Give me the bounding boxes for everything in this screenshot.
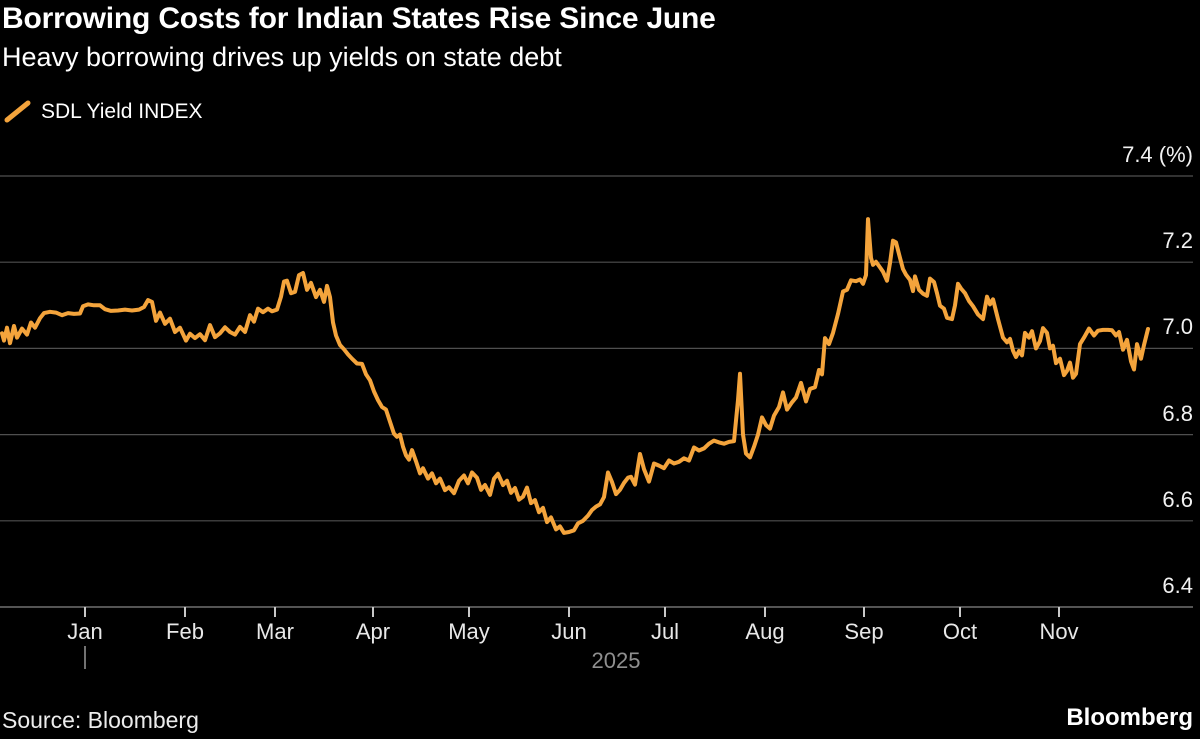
- y-axis-label: 6.6: [1162, 486, 1193, 512]
- y-axis-label: 6.8: [1162, 400, 1193, 426]
- sdl-yield-line: [0, 217, 1150, 535]
- x-axis-month-label: Feb: [166, 619, 204, 644]
- y-axis-label: 7.2: [1162, 228, 1193, 254]
- x-axis-month-label: Jul: [650, 619, 680, 644]
- chart-title: Borrowing Costs for Indian States Rise S…: [2, 2, 716, 35]
- x-axis-month-label: Aug: [745, 619, 785, 644]
- legend-label: SDL Yield INDEX: [41, 99, 203, 123]
- x-axis-month-label: Mar: [256, 619, 294, 644]
- y-axis-label: 7.4 (%): [1122, 142, 1193, 167]
- y-axis-label: 6.4: [1162, 573, 1193, 598]
- x-axis-month-label: Apr: [355, 619, 391, 644]
- x-axis-month-label: Oct: [942, 619, 978, 644]
- chart-subtitle: Heavy borrowing drives up yields on stat…: [2, 42, 562, 72]
- x-axis-month-label: Nov: [1039, 619, 1079, 644]
- x-axis-month-label: Sep: [844, 619, 884, 644]
- x-axis-month-label: Jun: [551, 619, 587, 644]
- legend-line-swatch-icon: [4, 100, 31, 123]
- source-note: Source: Bloomberg: [2, 707, 199, 733]
- x-axis-month-label: Jan: [67, 619, 103, 644]
- x-axis-year-label: 2025: [591, 648, 641, 673]
- bloomberg-logo: Bloomberg: [1066, 704, 1193, 731]
- x-axis-month-label: May: [448, 619, 490, 644]
- y-axis-label: 7.0: [1162, 314, 1193, 340]
- legend: SDL Yield INDEX: [4, 99, 202, 124]
